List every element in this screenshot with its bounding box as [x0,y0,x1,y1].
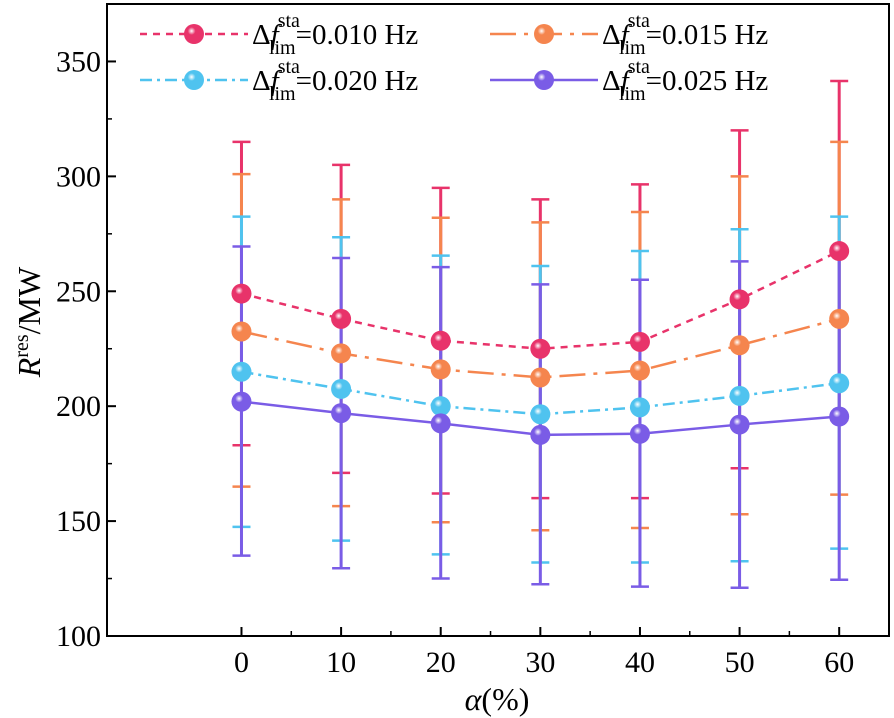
series-2-point [231,321,252,342]
y-tick-label: 350 [56,45,101,78]
series-3-point [729,385,750,406]
y-tick-label: 150 [56,505,101,538]
series-1-point [829,241,850,262]
series-2-point [530,367,551,388]
series-1-point [231,283,252,304]
x-tick-label: 20 [426,646,456,679]
x-axis-title: α(%) [465,681,530,717]
error-bars [232,79,849,589]
series-4-point [829,406,850,427]
series-3-point [629,397,650,418]
series-1-point [729,289,750,310]
series-2-point [729,335,750,356]
series-3-point [829,373,850,394]
x-tick-label: 50 [725,646,755,679]
series-4-point [231,391,252,412]
legend-item-2-marker [534,24,554,44]
series-4-point [331,403,352,424]
series-3-point [530,404,551,425]
series-2-point [629,360,650,381]
series-1-point [629,331,650,352]
x-tick-label: 10 [326,646,356,679]
legend-item-1-marker [184,24,204,44]
legend-item-2-label: Δfsta lim=0.015 Hz [602,10,768,59]
x-tick-label: 60 [824,646,854,679]
series-1-point [430,330,451,351]
series-1-point [331,308,352,329]
legend-item-4-marker [534,70,554,90]
legend-item-3-label: Δfsta lim=0.020 Hz [252,56,418,105]
series-4-point [729,414,750,435]
series-3-point [231,361,252,382]
series-2-point [331,343,352,364]
x-tick-label: 30 [525,646,555,679]
series-markers [231,241,850,445]
y-tick-label: 250 [56,275,101,308]
legend-item-3-marker [184,70,204,90]
series-4-point [430,413,451,434]
series-2-point [829,308,850,329]
legend-item-4-label: Δfsta lim=0.025 Hz [602,56,768,105]
series-3-point [331,378,352,399]
y-tick-label: 300 [56,160,101,193]
series-2-point [430,359,451,380]
y-tick-label: 200 [56,390,101,423]
legend-item-1-label: Δfsta lim=0.010 Hz [252,10,418,59]
axes: 100 150 200 250 300 350 0 10 20 30 40 50 60 [56,3,890,679]
series-1-point [530,338,551,359]
series-4-point [629,423,650,444]
y-tick-label: 100 [56,620,101,653]
series-3-point [430,396,451,417]
x-tick-label: 40 [625,646,655,679]
x-tick-label: 0 [234,646,249,679]
series-4-point [530,424,551,445]
plot-frame [106,3,890,637]
y-axis-title: Rres/MW [11,266,47,378]
